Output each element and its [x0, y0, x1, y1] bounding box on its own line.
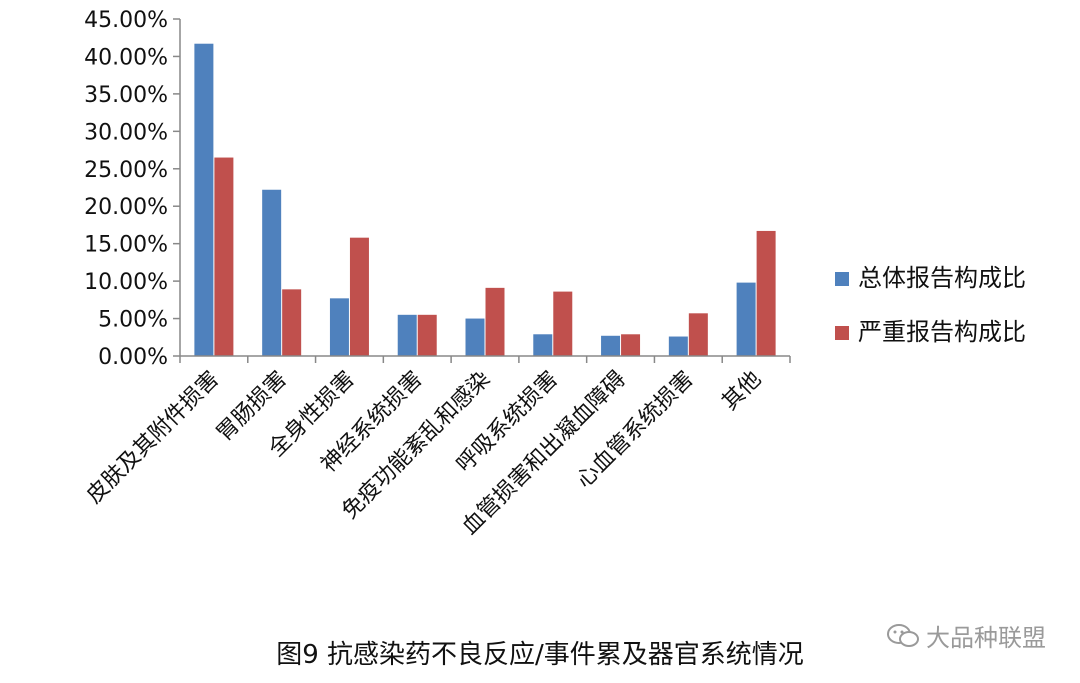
- y-tick-label: 35.00%: [84, 83, 168, 108]
- bar-series-1: [194, 43, 214, 357]
- legend-label: 总体报告构成比: [858, 264, 1026, 292]
- y-tick-label: 25.00%: [84, 158, 168, 183]
- bar-series-2: [756, 230, 776, 356]
- y-tick-label: 30.00%: [84, 120, 168, 145]
- x-category-label: 皮肤及其附件损害: [82, 367, 224, 509]
- y-tick-label: 10.00%: [84, 270, 168, 295]
- y-tick-label: 40.00%: [84, 45, 168, 70]
- legend-label: 严重报告构成比: [858, 318, 1026, 346]
- bar-series-2: [688, 313, 708, 356]
- bar-series-2: [417, 314, 437, 356]
- bar-series-1: [465, 318, 485, 356]
- bars: [194, 43, 776, 357]
- y-tick-label: 5.00%: [98, 308, 168, 333]
- figure-caption: 图9 抗感染药不良反应/事件累及器官系统情况: [276, 640, 804, 670]
- bar-series-1: [601, 335, 621, 356]
- bar-series-1: [668, 336, 688, 356]
- x-category-label: 心血管系统损害: [572, 367, 699, 494]
- bar-series-2: [553, 291, 573, 356]
- bar-series-2: [214, 157, 234, 356]
- bar-series-2: [282, 289, 302, 356]
- wechat-icon: [887, 623, 919, 647]
- legend-swatch: [835, 272, 849, 286]
- watermark: 大品种联盟: [886, 618, 1046, 653]
- bar-series-2: [349, 237, 369, 356]
- bar-series-2: [485, 287, 505, 356]
- y-axis: 0.00% 5.00% 10.00% 15.00% 20.00% 25.00% 30.00%…: [84, 8, 181, 370]
- x-axis: 皮肤及其附件损害胃肠损害全身性损害神经系统损害免疫功能紊乱和感染呼吸系统损害血管…: [82, 355, 791, 540]
- x-category-label: 其他: [718, 367, 767, 416]
- bar-chart: 0.00% 5.00% 10.00% 15.00% 20.00% 25.00% 30.00%…: [82, 8, 1026, 540]
- y-tick-label: 45.00%: [84, 8, 168, 33]
- y-tick-label: 0.00%: [98, 345, 168, 370]
- bar-series-1: [533, 334, 553, 356]
- bar-series-2: [621, 334, 641, 356]
- bar-series-1: [397, 314, 417, 356]
- bar-series-1: [329, 298, 349, 356]
- bar-series-1: [262, 189, 282, 356]
- legend-swatch: [835, 326, 849, 340]
- y-tick-label: 20.00%: [84, 195, 168, 220]
- bar-series-1: [736, 282, 756, 356]
- watermark-text: 大品种联盟: [926, 624, 1046, 652]
- y-tick-label: 15.00%: [84, 233, 168, 258]
